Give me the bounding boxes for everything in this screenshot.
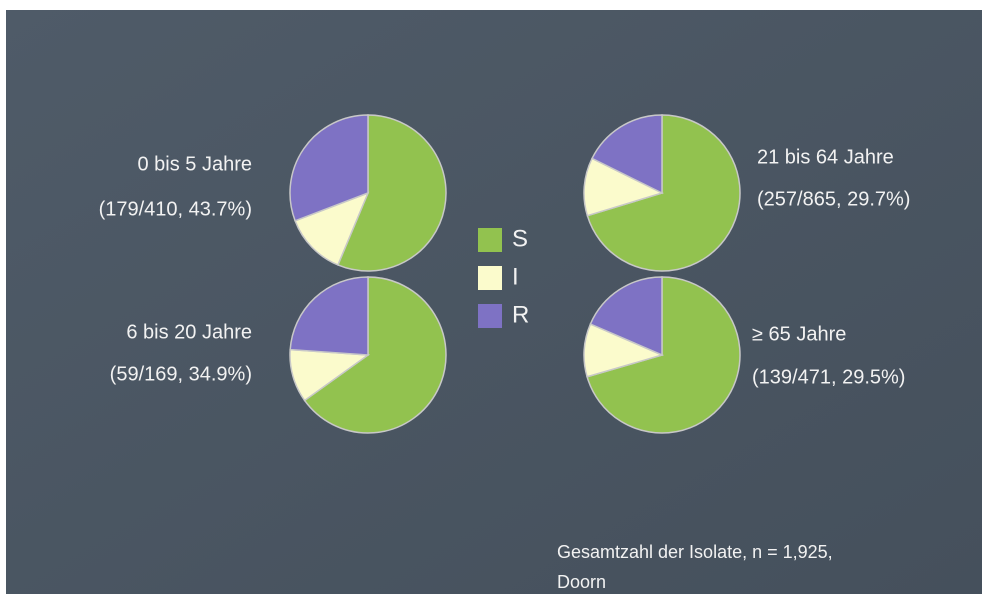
pie-slice: [289, 276, 369, 356]
legend-swatch: [478, 304, 502, 328]
pie-title: 6 bis 20 Jahre: [126, 321, 252, 343]
pie-title: 0 bis 5 Jahre: [137, 153, 252, 175]
legend-swatch: [478, 266, 502, 290]
pie-slice: [586, 114, 741, 272]
pie-slice: [336, 114, 447, 272]
pie-subtitle: (179/410, 43.7%): [99, 198, 252, 220]
pie-slice: [289, 114, 369, 222]
legend-swatch: [478, 228, 502, 252]
pie-title: 21 bis 64 Jahre: [757, 146, 894, 168]
legend-label: S: [512, 225, 528, 252]
pie-subtitle: (59/169, 34.9%): [110, 363, 252, 385]
pie-slice: [591, 114, 663, 195]
pie-slice: [303, 276, 447, 434]
footnote: Gesamtzahl der Isolate, n = 1,925,: [557, 542, 833, 562]
pie-slice: [589, 276, 663, 357]
slide-background: [6, 10, 982, 594]
pie-subtitle: (257/865, 29.7%): [757, 188, 910, 210]
legend-label: I: [512, 263, 519, 290]
pie-title: ≥ 65 Jahre: [752, 323, 846, 345]
footnote: Doorn: [557, 572, 606, 592]
pie-slice: [294, 191, 370, 266]
pie-subtitle: (139/471, 29.5%): [752, 366, 905, 388]
legend-label: R: [512, 301, 529, 328]
